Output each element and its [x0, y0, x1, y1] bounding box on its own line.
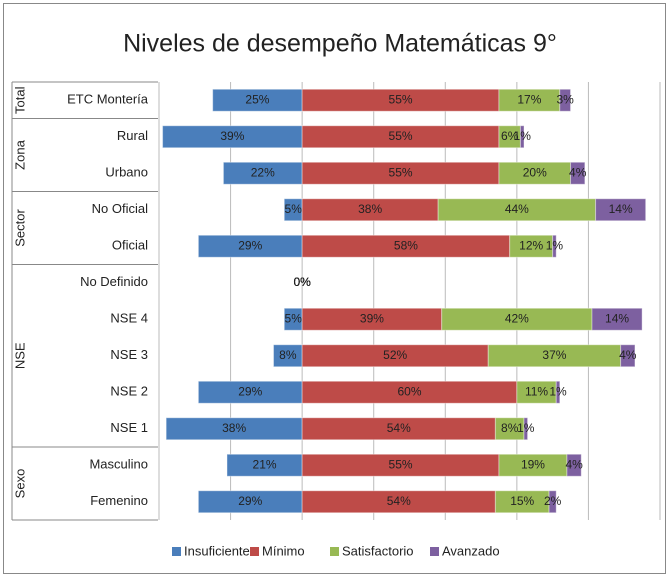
value-label: 5%: [285, 202, 303, 216]
category-label: NSE 4: [110, 311, 148, 326]
category-label: Oficial: [112, 238, 148, 253]
value-label: 22%: [251, 165, 275, 179]
legend-swatch: [330, 547, 339, 556]
group-label: Sector: [12, 209, 27, 247]
bar-segment: [595, 198, 647, 222]
category-label: Rural: [117, 128, 148, 143]
group-label: Total: [12, 86, 27, 114]
legend-label: Satisfactorio: [342, 543, 414, 558]
category-label: NSE 3: [110, 347, 148, 362]
value-label: 29%: [238, 384, 262, 398]
value-label: 52%: [383, 348, 407, 362]
value-label: 20%: [523, 165, 547, 179]
value-label: 0%: [293, 275, 311, 289]
legend-swatch: [430, 547, 439, 556]
value-label: 25%: [245, 92, 269, 106]
value-label: 44%: [505, 202, 529, 216]
category-label: NSE 2: [110, 384, 148, 399]
value-label: 6%: [501, 129, 519, 143]
value-label: 5%: [285, 311, 303, 325]
legend-label: Insuficiente: [184, 543, 250, 558]
value-label: 42%: [505, 311, 529, 325]
category-label: NSE 1: [110, 420, 148, 435]
bar-segment: [516, 380, 557, 404]
group-label: Zona: [12, 139, 27, 169]
value-label: 15%: [510, 494, 534, 508]
value-label: 54%: [387, 421, 411, 435]
category-label: No Oficial: [92, 201, 148, 216]
value-label: 39%: [220, 129, 244, 143]
value-label: 29%: [238, 238, 262, 252]
group-label: NSE: [12, 342, 27, 369]
value-label: 14%: [605, 311, 629, 325]
value-label: 0%: [293, 275, 311, 289]
legend-label: Avanzado: [442, 543, 500, 558]
bar-segment: [519, 125, 525, 149]
value-label: 29%: [238, 494, 262, 508]
bar-segment: [559, 88, 572, 112]
value-label: 39%: [360, 311, 384, 325]
bar-segment: [555, 380, 561, 404]
bar-segment: [523, 417, 529, 441]
legend-label: Mínimo: [262, 543, 305, 558]
category-label: No Definido: [80, 274, 148, 289]
value-label: 0%: [293, 275, 311, 289]
value-label: 55%: [389, 129, 413, 143]
group-label: Sexo: [12, 469, 27, 499]
value-label: 1%: [517, 421, 535, 435]
value-label: 8%: [279, 348, 297, 362]
value-label: 14%: [609, 202, 633, 216]
bar-segment: [552, 234, 557, 258]
bar-segment: [620, 344, 636, 368]
category-label: Femenino: [90, 493, 148, 508]
bar-segment: [591, 307, 643, 331]
value-label: 11%: [525, 384, 548, 398]
value-label: 0%: [293, 275, 311, 289]
value-label: 4%: [569, 165, 587, 179]
category-label: Urbano: [105, 165, 148, 180]
value-label: 4%: [619, 348, 637, 362]
value-label: 12%: [519, 238, 543, 252]
category-label: ETC Montería: [67, 92, 149, 107]
value-label: 38%: [222, 421, 246, 435]
chart-title: Niveles de desempeño Matemáticas 9°: [123, 30, 557, 58]
value-label: 3%: [556, 92, 574, 106]
value-label: 17%: [517, 92, 541, 106]
value-label: 2%: [544, 494, 562, 508]
bar-segment: [570, 161, 586, 185]
value-label: 58%: [394, 238, 418, 252]
value-label: 54%: [387, 494, 411, 508]
value-label: 1%: [546, 238, 564, 252]
bar-segment: [548, 490, 557, 514]
value-label: 37%: [542, 348, 566, 362]
bar-segment: [566, 453, 582, 477]
value-label: 8%: [501, 421, 519, 435]
category-label: Masculino: [89, 457, 148, 472]
value-label: 1%: [549, 384, 567, 398]
legend-swatch: [172, 547, 181, 556]
value-label: 55%: [389, 165, 413, 179]
value-label: 4%: [565, 457, 583, 471]
value-label: 1%: [514, 129, 532, 143]
legend-swatch: [250, 547, 259, 556]
value-label: 38%: [358, 202, 382, 216]
value-label: 55%: [389, 457, 413, 471]
value-label: 19%: [521, 457, 545, 471]
value-label: 21%: [253, 457, 277, 471]
value-label: 60%: [397, 384, 421, 398]
value-label: 55%: [389, 92, 413, 106]
